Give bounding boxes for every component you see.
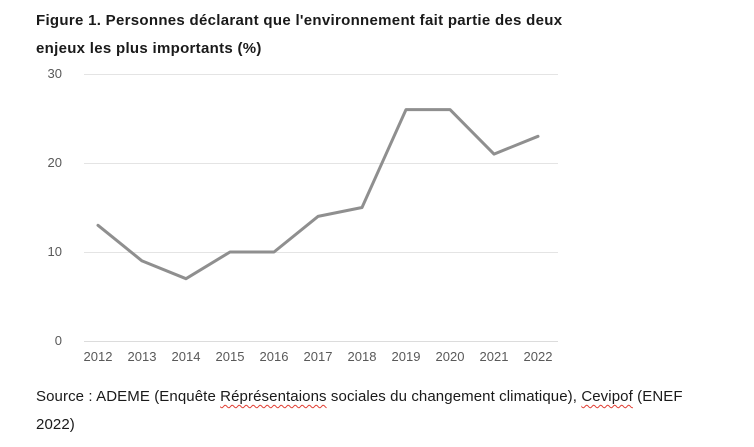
x-axis-tick-label: 2014 [171,349,201,364]
misspelled-word: Cevipof [581,388,633,405]
x-axis-tick-label: 2018 [347,349,377,364]
x-axis-tick-label: 2021 [479,349,509,364]
x-axis-tick-label: 2016 [259,349,289,364]
source-note-line2: 2022) [36,416,75,433]
y-axis-tick-label: 10 [47,244,62,259]
gridline [84,252,558,253]
y-axis-tick-label: 30 [47,66,62,81]
gridline [84,74,558,75]
source-note: Source : ADEME (Enquête Réprésentaions s… [36,383,746,439]
figure-title-line1: Figure 1. Personnes déclarant que l'envi… [36,12,563,29]
source-note-line1: Source : ADEME (Enquête Réprésentaions s… [36,383,746,411]
y-axis-tick-label: 0 [54,333,62,348]
line-series [96,108,540,281]
x-axis-tick-label: 2013 [127,349,157,364]
x-axis-tick-label: 2019 [391,349,421,364]
x-axis-tick-label: 2012 [83,349,113,364]
misspelled-word: Réprésentaions [220,388,327,405]
x-axis-tick-label: 2020 [435,349,465,364]
gridline [84,163,558,164]
x-axis-tick-label: 2022 [523,349,553,364]
x-axis-tick-label: 2017 [303,349,333,364]
figure-title: Figure 1. Personnes déclarant que l'envi… [36,7,726,63]
source-text: Source : ADEME (Enquête [36,388,221,405]
figure-title-line2: enjeux les plus importants (%) [36,40,262,57]
x-axis: 2012 2013 2014 2015 2016 2017 2018 2019 … [76,349,560,365]
x-axis-tick-label: 2015 [215,349,245,364]
source-text: (ENEF [632,388,683,405]
y-axis-tick-label: 20 [47,155,62,170]
x-axis-line [84,341,558,342]
source-text: sociales du changement climatique), [326,388,582,405]
